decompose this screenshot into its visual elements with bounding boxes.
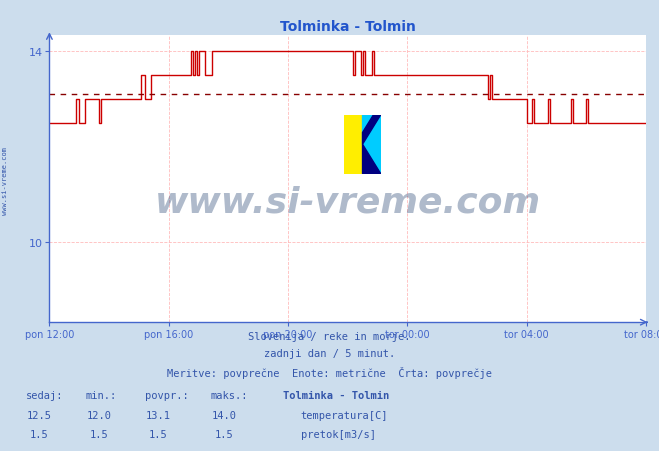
Text: zadnji dan / 5 minut.: zadnji dan / 5 minut. xyxy=(264,349,395,359)
Text: 1.5: 1.5 xyxy=(90,429,108,439)
Text: www.si-vreme.com: www.si-vreme.com xyxy=(2,147,9,214)
Text: 1.5: 1.5 xyxy=(30,429,49,439)
Text: 14.0: 14.0 xyxy=(212,410,237,420)
Text: povpr.:: povpr.: xyxy=(145,390,188,400)
Text: www.si-vreme.com: www.si-vreme.com xyxy=(155,185,540,219)
Polygon shape xyxy=(362,115,381,174)
Text: Tolminka - Tolmin: Tolminka - Tolmin xyxy=(283,390,389,400)
Bar xyxy=(345,115,362,174)
Text: Slovenija / reke in morje.: Slovenija / reke in morje. xyxy=(248,331,411,341)
Text: Meritve: povprečne  Enote: metrične  Črta: povprečje: Meritve: povprečne Enote: metrične Črta:… xyxy=(167,366,492,378)
Text: 13.1: 13.1 xyxy=(146,410,171,420)
Text: 1.5: 1.5 xyxy=(215,429,233,439)
Title: Tolminka - Tolmin: Tolminka - Tolmin xyxy=(279,19,416,33)
Polygon shape xyxy=(362,145,381,174)
Text: 1.5: 1.5 xyxy=(149,429,167,439)
Text: sedaj:: sedaj: xyxy=(26,390,64,400)
Text: min.:: min.: xyxy=(86,390,117,400)
Polygon shape xyxy=(362,115,381,145)
Text: maks.:: maks.: xyxy=(211,390,248,400)
Text: temperatura[C]: temperatura[C] xyxy=(301,410,388,420)
Text: pretok[m3/s]: pretok[m3/s] xyxy=(301,429,376,439)
Text: 12.0: 12.0 xyxy=(86,410,111,420)
Text: 12.5: 12.5 xyxy=(27,410,52,420)
